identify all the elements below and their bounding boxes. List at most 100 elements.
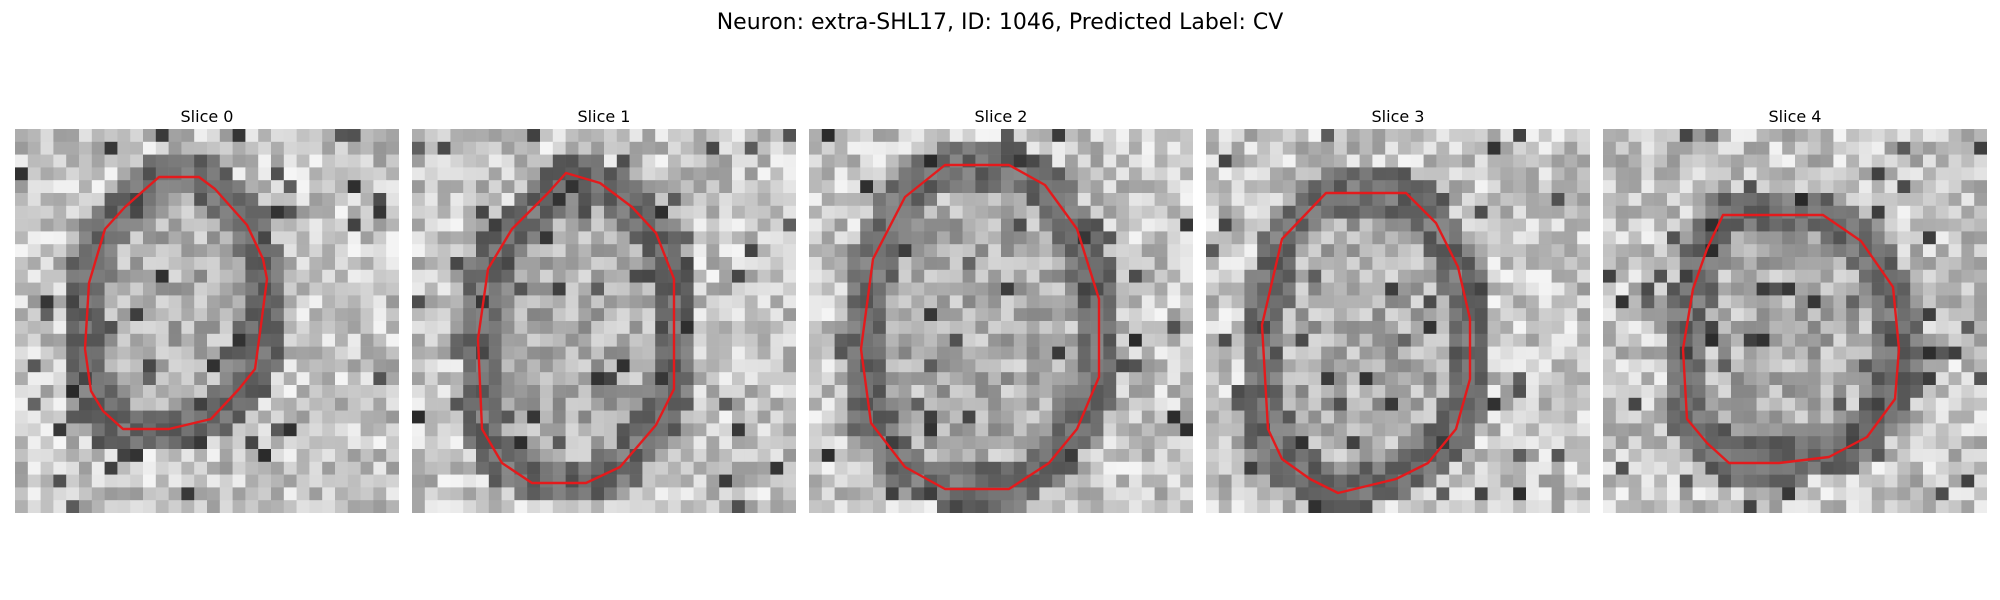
pixel-cell xyxy=(975,500,989,513)
pixel-cell xyxy=(1116,167,1130,181)
pixel-cell xyxy=(962,410,976,424)
pixel-cell xyxy=(1231,449,1245,463)
pixel-cell xyxy=(860,231,874,245)
pixel-cell xyxy=(1718,487,1732,501)
pixel-cell xyxy=(322,321,336,335)
pixel-cell xyxy=(591,269,605,283)
pixel-cell xyxy=(565,180,579,194)
pixel-cell xyxy=(1654,461,1668,475)
pixel-cell xyxy=(488,487,502,501)
pixel-cell xyxy=(1538,180,1552,194)
pixel-cell xyxy=(373,461,387,475)
pixel-cell xyxy=(1410,397,1424,411)
pixel-cell xyxy=(104,141,118,155)
pixel-cell xyxy=(962,129,976,143)
pixel-cell xyxy=(834,321,848,335)
pixel-cell xyxy=(1897,461,1911,475)
pixel-cell xyxy=(988,321,1002,335)
pixel-cell xyxy=(680,269,694,283)
pixel-cell xyxy=(604,500,618,513)
pixel-cell xyxy=(194,461,208,475)
pixel-cell xyxy=(194,257,208,271)
pixel-cell xyxy=(463,321,477,335)
pixel-cell xyxy=(1795,372,1809,386)
pixel-cell xyxy=(949,423,963,437)
pixel-cell xyxy=(962,423,976,437)
pixel-cell xyxy=(706,154,720,168)
pixel-cell xyxy=(1474,295,1488,309)
pixel-cell xyxy=(1500,205,1514,219)
pixel-cell xyxy=(155,193,169,207)
pixel-cell xyxy=(1052,167,1066,181)
pixel-cell xyxy=(1295,282,1309,296)
pixel-cell xyxy=(1526,410,1540,424)
pixel-cell xyxy=(1487,385,1501,399)
pixel-cell xyxy=(552,461,566,475)
pixel-cell xyxy=(680,231,694,245)
pixel-cell xyxy=(463,193,477,207)
pixel-cell xyxy=(424,180,438,194)
pixel-cell xyxy=(1052,385,1066,399)
pixel-cell xyxy=(680,321,694,335)
pixel-cell xyxy=(642,167,656,181)
pixel-cell xyxy=(1667,410,1681,424)
pixel-cell xyxy=(219,193,233,207)
pixel-cell xyxy=(53,308,67,322)
pixel-cell xyxy=(335,193,349,207)
pixel-cell xyxy=(1103,500,1117,513)
pixel-cell xyxy=(1769,385,1783,399)
pixel-cell xyxy=(1052,244,1066,258)
pixel-cell xyxy=(629,141,643,155)
pixel-cell xyxy=(668,487,682,501)
pixel-cell xyxy=(1052,295,1066,309)
pixel-cell xyxy=(168,295,182,309)
pixel-cell xyxy=(1449,218,1463,232)
pixel-cell xyxy=(1884,180,1898,194)
pixel-cell xyxy=(1270,321,1284,335)
pixel-cell xyxy=(168,129,182,143)
pixel-cell xyxy=(1513,333,1527,347)
pixel-cell xyxy=(821,282,835,296)
pixel-cell xyxy=(360,410,374,424)
pixel-cell xyxy=(1820,474,1834,488)
pixel-cell xyxy=(194,321,208,335)
pixel-cell xyxy=(552,500,566,513)
pixel-cell xyxy=(783,205,796,219)
pixel-cell xyxy=(1218,410,1232,424)
pixel-cell xyxy=(1756,282,1770,296)
pixel-cell xyxy=(143,218,157,232)
pixel-cell xyxy=(1615,385,1629,399)
pixel-cell xyxy=(1820,346,1834,360)
pixel-cell xyxy=(732,500,746,513)
pixel-cell xyxy=(322,385,336,399)
pixel-cell xyxy=(1615,487,1629,501)
pixel-cell xyxy=(1154,346,1168,360)
pixel-cell xyxy=(283,154,297,168)
pixel-cell xyxy=(143,346,157,360)
pixel-cell xyxy=(1334,167,1348,181)
pixel-cell xyxy=(1564,359,1578,373)
pixel-cell xyxy=(1474,333,1488,347)
pixel-cell xyxy=(79,308,93,322)
pixel-cell xyxy=(130,372,144,386)
pixel-cell xyxy=(1231,295,1245,309)
pixel-cell xyxy=(1731,257,1745,271)
pixel-cell xyxy=(1052,141,1066,155)
pixel-cell xyxy=(514,154,528,168)
pixel-cell xyxy=(565,474,579,488)
pixel-cell xyxy=(1679,461,1693,475)
pixel-cell xyxy=(693,359,707,373)
pixel-cell xyxy=(412,141,426,155)
pixel-cell xyxy=(1257,487,1271,501)
pixel-cell xyxy=(1436,321,1450,335)
pixel-cell xyxy=(1807,423,1821,437)
pixel-cell xyxy=(1910,205,1924,219)
pixel-cell xyxy=(629,346,643,360)
pixel-cell xyxy=(1167,129,1181,143)
pixel-cell xyxy=(924,487,938,501)
pixel-cell xyxy=(104,474,118,488)
pixel-cell xyxy=(565,282,579,296)
pixel-cell xyxy=(1090,397,1104,411)
pixel-cell xyxy=(719,269,733,283)
pixel-cell xyxy=(1718,372,1732,386)
